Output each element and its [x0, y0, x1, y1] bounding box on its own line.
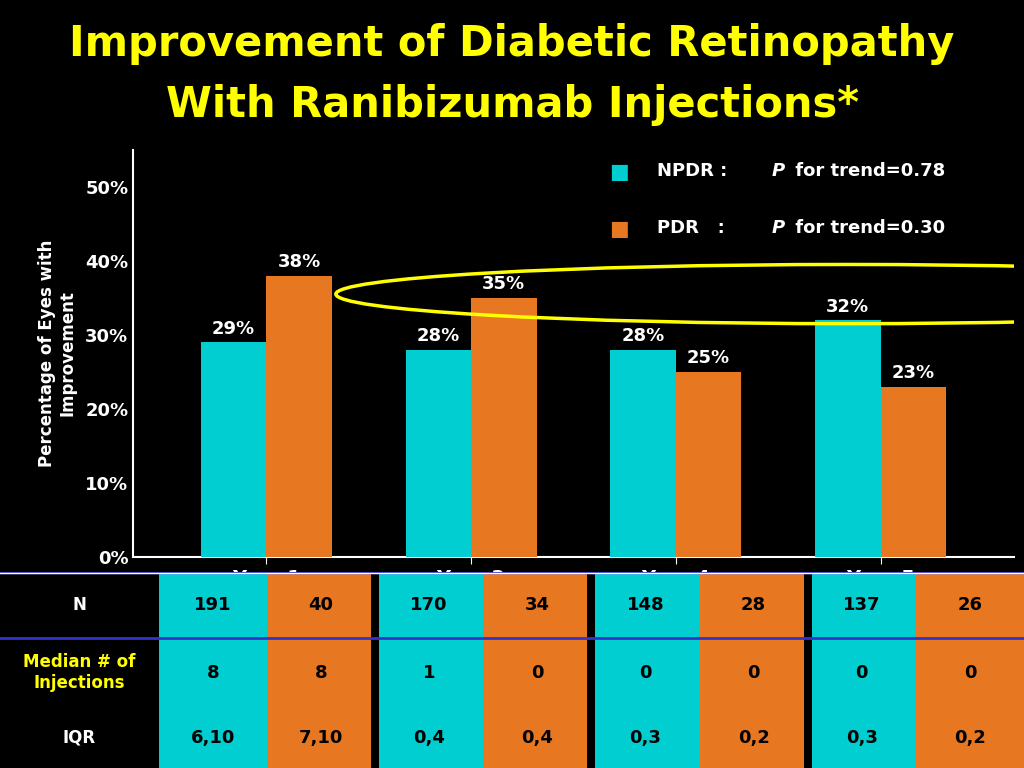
Text: 32%: 32% — [826, 297, 869, 316]
Bar — [0, 707, 159, 768]
Bar — [375, 707, 483, 768]
Bar — [483, 572, 591, 637]
Text: 0: 0 — [748, 664, 760, 681]
Text: N: N — [73, 596, 86, 614]
Text: IQR: IQR — [62, 729, 96, 746]
Text: 0: 0 — [964, 664, 976, 681]
Bar — [267, 572, 375, 637]
Bar — [159, 707, 267, 768]
Bar — [159, 637, 267, 707]
Bar — [471, 298, 537, 557]
Text: 28%: 28% — [622, 327, 665, 345]
Y-axis label: Percentage of Eyes with
Improvement: Percentage of Eyes with Improvement — [38, 240, 77, 467]
Text: 0,3: 0,3 — [630, 729, 662, 746]
Bar — [371, 572, 379, 768]
Text: 40: 40 — [308, 596, 334, 614]
Text: 34: 34 — [524, 596, 550, 614]
Text: 26: 26 — [957, 596, 982, 614]
Text: 1: 1 — [423, 664, 435, 681]
Bar — [804, 572, 812, 768]
Bar — [915, 637, 1024, 707]
Bar — [699, 707, 808, 768]
Text: 0,4: 0,4 — [413, 729, 445, 746]
Bar — [808, 572, 915, 637]
Bar — [406, 349, 471, 557]
Text: P: P — [772, 219, 784, 237]
Text: NPDR :: NPDR : — [657, 162, 733, 180]
Bar — [699, 572, 808, 637]
Bar — [0, 572, 159, 637]
Bar — [592, 707, 699, 768]
Text: 170: 170 — [411, 596, 447, 614]
Bar — [588, 572, 596, 768]
Text: 137: 137 — [843, 596, 881, 614]
Bar — [808, 637, 915, 707]
Text: 25%: 25% — [687, 349, 730, 367]
Text: P: P — [772, 162, 784, 180]
Bar — [610, 349, 676, 557]
Bar — [0, 637, 159, 707]
Text: PDR   :: PDR : — [657, 219, 731, 237]
Text: 0,4: 0,4 — [521, 729, 553, 746]
Text: 0,2: 0,2 — [954, 729, 986, 746]
Text: 7,10: 7,10 — [299, 729, 343, 746]
Text: for trend=0.30: for trend=0.30 — [790, 219, 945, 237]
Bar — [915, 572, 1024, 637]
Text: ■: ■ — [608, 162, 629, 182]
Text: 28%: 28% — [417, 327, 460, 345]
Bar — [375, 637, 483, 707]
Bar — [808, 707, 915, 768]
Text: 38%: 38% — [278, 253, 321, 271]
Bar — [201, 343, 266, 557]
Bar — [267, 707, 375, 768]
Text: 0,3: 0,3 — [846, 729, 878, 746]
Text: 35%: 35% — [482, 276, 525, 293]
Text: 28: 28 — [741, 596, 766, 614]
Bar — [483, 637, 591, 707]
Bar — [699, 637, 808, 707]
Text: 148: 148 — [627, 596, 665, 614]
Text: Improvement of Diabetic Retinopathy: Improvement of Diabetic Retinopathy — [70, 23, 954, 65]
Bar — [267, 637, 375, 707]
Text: 29%: 29% — [212, 319, 255, 338]
Bar — [592, 637, 699, 707]
Text: Median # of
Injections: Median # of Injections — [24, 653, 135, 692]
Bar — [159, 572, 267, 637]
Text: With Ranibizumab Injections*: With Ranibizumab Injections* — [166, 84, 858, 126]
Text: 0: 0 — [531, 664, 544, 681]
Text: 8: 8 — [207, 664, 219, 681]
Bar — [815, 320, 881, 557]
Bar — [915, 707, 1024, 768]
Text: 6,10: 6,10 — [190, 729, 234, 746]
Text: 8: 8 — [314, 664, 328, 681]
Bar — [375, 572, 483, 637]
Text: 23%: 23% — [892, 364, 935, 382]
Bar — [592, 572, 699, 637]
Bar — [483, 707, 591, 768]
Text: 0: 0 — [639, 664, 651, 681]
Bar — [881, 386, 946, 557]
Text: for trend=0.78: for trend=0.78 — [790, 162, 945, 180]
Text: ■: ■ — [608, 219, 629, 239]
Bar — [676, 372, 741, 557]
Bar — [266, 276, 332, 557]
Text: 0: 0 — [855, 664, 868, 681]
Text: 191: 191 — [195, 596, 231, 614]
Text: 0,2: 0,2 — [737, 729, 770, 746]
